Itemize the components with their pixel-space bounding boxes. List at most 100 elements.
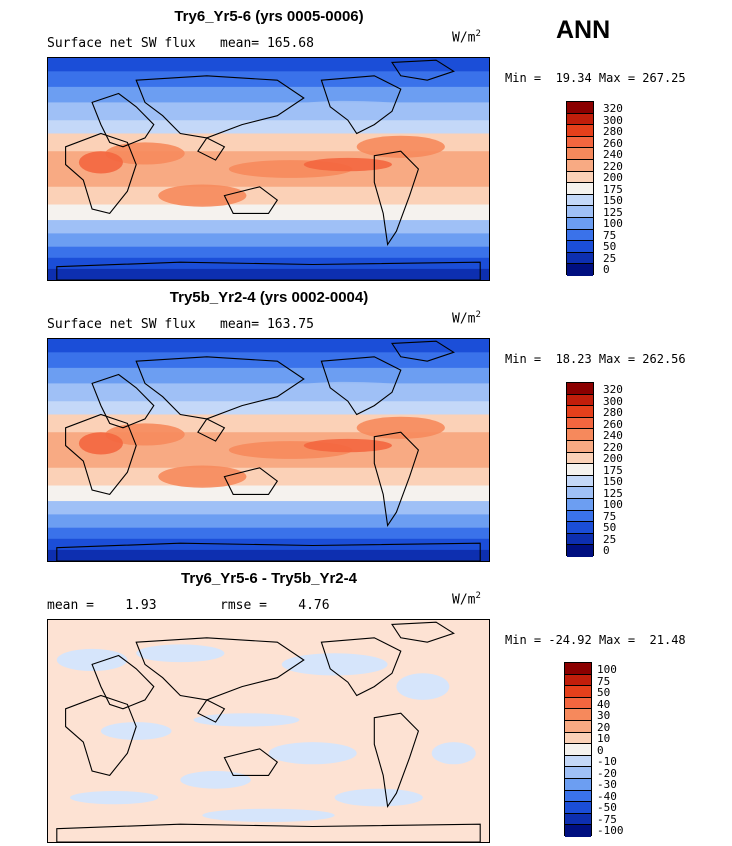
colorbar-label: 240	[603, 429, 623, 442]
colorbar-label: 175	[603, 182, 623, 196]
flux-band	[48, 367, 489, 384]
flux-band	[48, 268, 489, 280]
diff-negative-region	[100, 722, 172, 740]
colorbar-swatch	[565, 709, 591, 721]
colorbar-label: 20	[597, 720, 611, 734]
colorbar-swatch	[565, 732, 591, 745]
diff-negative-region	[334, 788, 423, 807]
colorbar-swatch	[565, 767, 591, 779]
flux-maximum	[158, 184, 247, 207]
colorbar-swatch	[567, 148, 593, 160]
flux-band	[48, 86, 489, 103]
colorbar-label: 75	[603, 228, 617, 242]
colorbar-label: 220	[603, 159, 623, 173]
colorbar-swatch	[567, 440, 593, 453]
diff-negative-region	[136, 644, 225, 663]
colorbar-label: 50	[597, 686, 611, 699]
coastline	[197, 418, 226, 442]
coastline	[56, 261, 481, 280]
colorbar-label: -10	[597, 755, 617, 768]
colorbar-label: 125	[603, 486, 623, 500]
panel-2-max: 262.56	[642, 352, 686, 366]
coastline	[91, 654, 155, 710]
colorbar-swatch	[565, 813, 591, 826]
colorbar-swatch	[567, 452, 593, 465]
colorbar-label: 200	[603, 171, 623, 184]
flux-band	[48, 527, 489, 540]
panel-2-min: 18.23	[555, 352, 592, 366]
flux-band	[48, 58, 489, 72]
colorbar-label: 75	[603, 509, 617, 523]
flux-maximum	[105, 142, 185, 165]
panel-2-field	[48, 339, 489, 561]
coastline	[373, 431, 420, 528]
colorbar-label: 125	[603, 205, 623, 219]
colorbar-label: -30	[597, 778, 617, 791]
flux-band	[48, 501, 489, 515]
colorbar-swatch	[567, 510, 593, 523]
panel-1-variable-label: Surface net SW flux	[47, 36, 196, 51]
colorbar-swatch	[567, 417, 593, 430]
panel-1-units: W/m2	[452, 29, 481, 45]
coastline	[391, 621, 455, 643]
panel-3-rmse-label: rmse = 4.76	[220, 598, 330, 613]
colorbar-label: 280	[603, 125, 623, 138]
colorbar-swatch	[567, 217, 593, 230]
colorbar-swatch	[567, 264, 593, 276]
coastline	[197, 699, 226, 723]
colorbar-label: 150	[603, 194, 623, 207]
flux-maximum	[356, 135, 445, 158]
panel-3-colorbar-labels: 100 75 50 40 30 20 10 0 -10 -20 -30 -40 -50 -75 -100	[597, 664, 642, 836]
colorbar-swatch	[565, 744, 591, 756]
colorbar-swatch	[567, 125, 593, 137]
diff-negative-region	[180, 770, 251, 789]
colorbar-swatch	[567, 113, 593, 126]
colorbar-swatch	[567, 487, 593, 499]
season-label: ANN	[556, 16, 611, 44]
panel-2-minmax: Min = 18.23 Max = 262.56	[505, 352, 686, 366]
panel-3-minmax: Min = -24.92 Max = 21.48	[505, 633, 686, 647]
panel-3-field	[48, 620, 489, 842]
colorbar-label: 200	[603, 452, 623, 465]
diff-negative-region	[431, 742, 476, 765]
colorbar-label: 175	[603, 463, 623, 477]
colorbar-swatch	[567, 183, 593, 195]
colorbar-label: 0	[597, 743, 604, 757]
panel-3-map	[47, 619, 490, 843]
panel-3-colorbar	[564, 662, 592, 837]
colorbar-swatch	[567, 475, 593, 488]
coastline	[373, 712, 420, 809]
colorbar-swatch	[565, 755, 591, 768]
colorbar-label: 50	[603, 521, 617, 534]
colorbar-label: 260	[603, 136, 623, 150]
colorbar-swatch	[567, 194, 593, 207]
panel-2-units: W/m2	[452, 310, 481, 326]
colorbar-swatch	[565, 674, 591, 687]
flux-maximum	[158, 465, 247, 488]
panel-1-units-sup: 2	[475, 29, 481, 39]
colorbar-label: 300	[603, 113, 623, 127]
colorbar-label: 25	[603, 532, 617, 546]
colorbar-swatch	[565, 663, 591, 675]
coastline	[223, 186, 279, 214]
coastline	[391, 59, 455, 81]
colorbar-swatch	[567, 383, 593, 395]
diff-negative-region	[281, 653, 388, 676]
colorbar-label: 30	[597, 709, 611, 722]
colorbar-label: 0	[603, 263, 610, 276]
panel-1-title: Try6_Yr5-6 (yrs 0005-0006)	[174, 8, 364, 25]
panel-3-units-text: W/m	[452, 592, 476, 608]
colorbar-swatch	[567, 241, 593, 253]
diff-negative-region	[202, 808, 335, 823]
coastline	[320, 637, 402, 697]
diff-negative-region	[56, 648, 128, 672]
panel-1-minmax: Min = 19.34 Max = 267.25	[505, 71, 686, 85]
colorbar-swatch	[567, 171, 593, 184]
diff-negative-region	[70, 790, 159, 805]
colorbar-swatch	[567, 159, 593, 172]
panel-3-mean-label: mean = 1.93	[47, 598, 157, 613]
panel-2-map	[47, 338, 490, 562]
colorbar-label: 280	[603, 406, 623, 419]
coastline	[65, 413, 137, 496]
colorbar-label: 320	[603, 102, 623, 115]
